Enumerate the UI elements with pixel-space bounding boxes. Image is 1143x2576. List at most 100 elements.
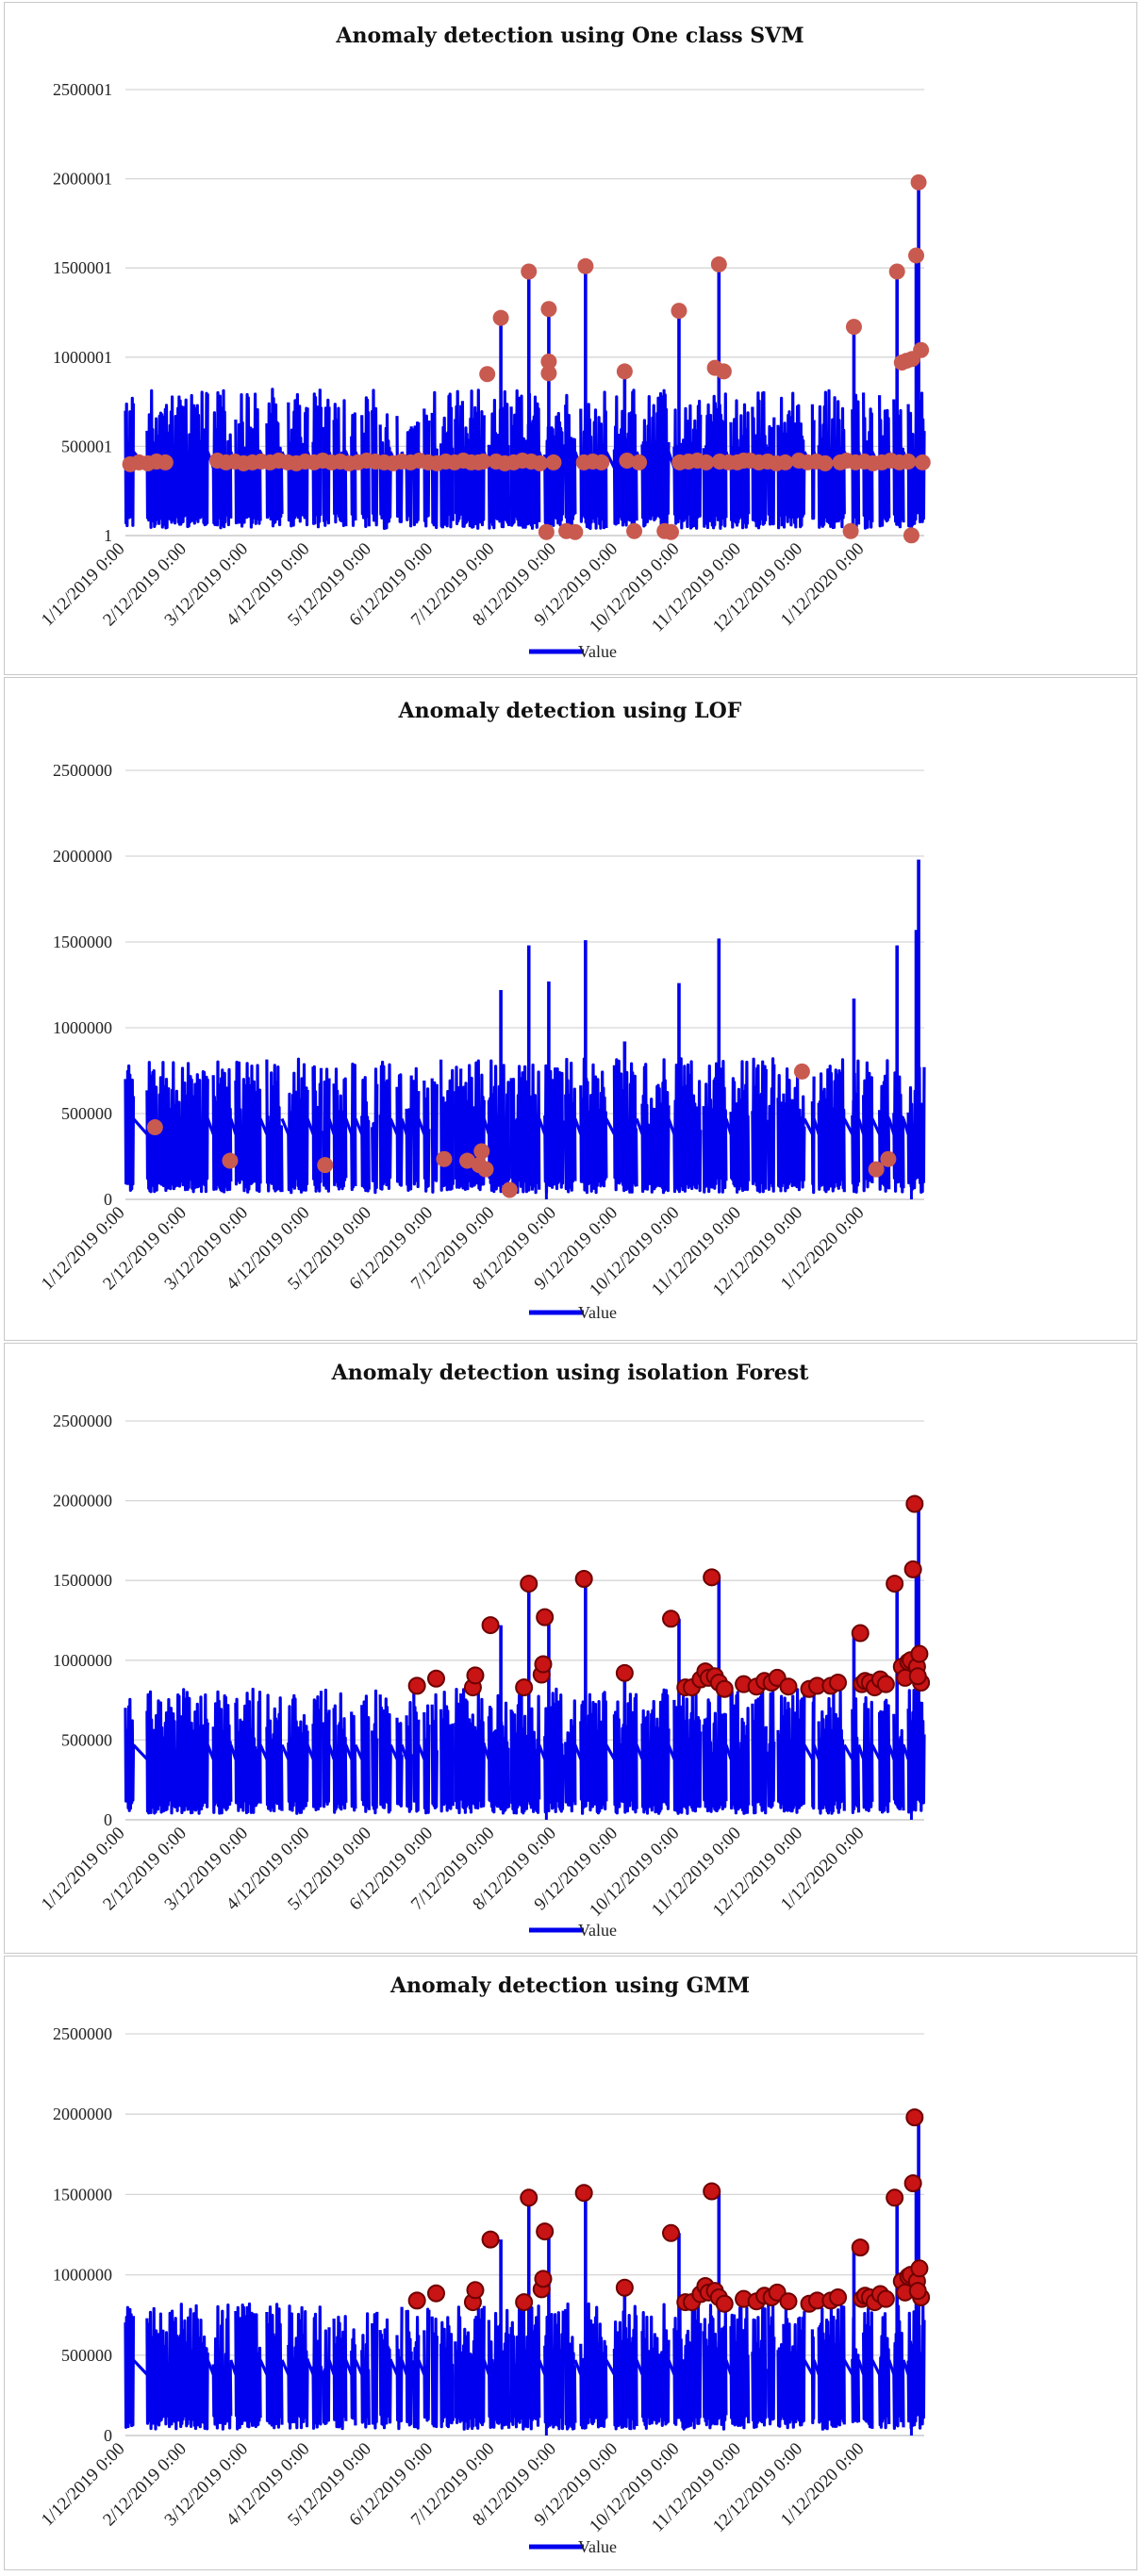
series-gap-line xyxy=(842,1117,854,1135)
series-segment xyxy=(439,1691,455,1813)
series-gap-line xyxy=(902,1117,910,1135)
series-segment xyxy=(145,2303,209,2431)
anomaly-point xyxy=(473,1143,490,1160)
series-gap-line xyxy=(389,2359,399,2375)
series-gap-line xyxy=(538,2359,547,2375)
series-gap-line xyxy=(842,1743,854,1760)
series-segment xyxy=(509,1693,541,1815)
anomaly-point xyxy=(479,366,496,383)
series-segment xyxy=(776,396,784,530)
series-segment xyxy=(564,1057,577,1194)
series-segment xyxy=(776,2343,784,2428)
chart-title: Anomaly detection using isolation Forest xyxy=(331,1361,810,1385)
series-gap-line xyxy=(857,1743,866,1760)
y-tick-label: 2500000 xyxy=(53,1412,112,1430)
series-gap-line xyxy=(605,1117,616,1135)
anomaly-point xyxy=(534,2270,553,2288)
series-segment xyxy=(311,2305,323,2430)
series-gap-line xyxy=(573,2359,583,2375)
series-segment xyxy=(422,408,431,528)
anomaly-point xyxy=(615,2278,634,2297)
series-segment xyxy=(782,2304,806,2430)
anomaly-point xyxy=(545,454,562,471)
series-segment xyxy=(211,2304,233,2431)
series-gap-line xyxy=(538,1117,547,1135)
anomaly-point xyxy=(829,2287,848,2306)
series-segment xyxy=(145,1061,209,1194)
series-gap-line xyxy=(605,2359,616,2376)
anomaly-point xyxy=(536,2222,555,2241)
anomaly-point xyxy=(521,263,538,280)
chart-iforest: Anomaly detection using isolation Forest… xyxy=(38,1361,931,1940)
series-segment xyxy=(767,1688,776,1809)
chart-title: Anomaly detection using One class SVM xyxy=(335,24,803,48)
anomaly-point xyxy=(631,454,648,471)
series-gap-line xyxy=(902,1743,910,1760)
anomaly-point xyxy=(540,354,557,371)
anomaly-point xyxy=(779,1677,798,1696)
anomaly-point xyxy=(671,303,687,320)
series-segment xyxy=(729,1060,751,1194)
series-segment xyxy=(311,1691,323,1811)
series-segment xyxy=(454,1065,463,1189)
anomaly-point xyxy=(501,1181,518,1198)
anomaly-point xyxy=(615,1663,634,1682)
anomaly-point xyxy=(463,454,480,471)
series-segment xyxy=(430,1693,439,1809)
series-segment xyxy=(311,1065,323,1193)
y-tick-label: 2500000 xyxy=(53,2024,112,2043)
series-segment xyxy=(460,2305,486,2431)
series-gap-line xyxy=(280,1743,290,1760)
legend-label: Value xyxy=(578,642,617,661)
y-tick-label: 1000000 xyxy=(53,2266,112,2285)
series-segment xyxy=(412,421,421,527)
anomaly-point xyxy=(703,1568,721,1587)
anomaly-point xyxy=(436,1150,453,1167)
y-tick-label: 1500000 xyxy=(53,1571,112,1590)
anomaly-point xyxy=(426,1669,445,1688)
series-segment xyxy=(878,395,891,528)
series-segment xyxy=(124,1697,136,1812)
y-tick-label: 1500000 xyxy=(53,933,112,951)
series-gap-line xyxy=(482,1117,490,1135)
series-segment xyxy=(234,2302,262,2431)
anomaly-point xyxy=(663,523,680,540)
series-gap-line xyxy=(902,2359,910,2375)
series-segment xyxy=(371,1689,379,1815)
series-segment xyxy=(360,1694,371,1813)
series-segment xyxy=(509,1063,541,1195)
series-segment xyxy=(702,1060,728,1194)
series-segment xyxy=(439,1059,455,1192)
series-gap-line xyxy=(573,1117,583,1135)
series-gap-line xyxy=(132,2358,149,2376)
series-segment xyxy=(509,2303,541,2431)
anomaly-point xyxy=(736,453,753,470)
series-segment xyxy=(371,2311,379,2430)
series-segment xyxy=(729,399,751,530)
y-tick-label: 500000 xyxy=(61,1730,112,1749)
series-segment xyxy=(378,1060,392,1191)
series-gap-line xyxy=(887,1743,896,1760)
anomaly-markers xyxy=(122,173,931,544)
series-segment xyxy=(234,1060,262,1194)
series-segment xyxy=(322,2327,331,2425)
series-segment xyxy=(211,388,233,530)
series-segment xyxy=(378,2318,392,2430)
series-segment xyxy=(124,396,136,528)
series-gap-line xyxy=(635,1117,644,1135)
anomaly-point xyxy=(910,2259,929,2278)
y-tick-label: 1000001 xyxy=(53,348,112,367)
series-segment xyxy=(405,426,413,528)
series-segment xyxy=(564,393,577,529)
series-segment xyxy=(460,1688,486,1814)
series-segment xyxy=(862,2306,874,2429)
series-segment xyxy=(767,1057,776,1193)
series-segment xyxy=(350,1062,357,1192)
anomaly-point xyxy=(910,1644,929,1663)
series-gap-line xyxy=(327,2359,336,2375)
legend-label: Value xyxy=(578,1303,617,1322)
chart-svm: Anomaly detection using One class SVM150… xyxy=(38,24,931,661)
series-segment xyxy=(817,388,846,530)
series-segment xyxy=(702,2304,728,2431)
chart-gmm: Anomaly detection using GMM 0 500000 100000… xyxy=(38,1973,931,2556)
